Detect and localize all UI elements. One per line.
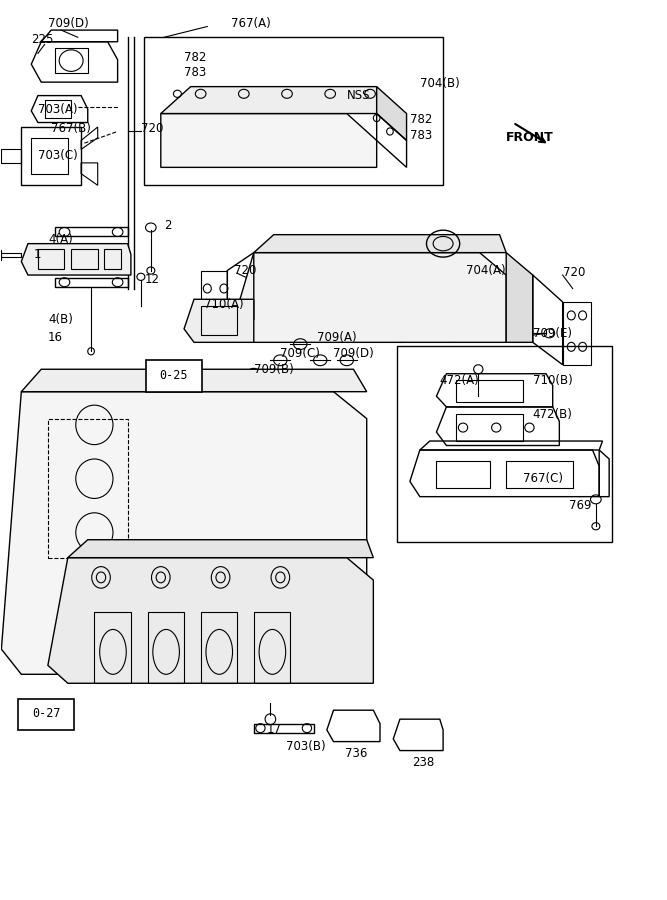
Text: 782: 782 [410, 113, 432, 126]
Text: 720: 720 [563, 266, 585, 279]
Text: 703(C): 703(C) [38, 149, 77, 162]
Text: 12: 12 [144, 273, 159, 286]
Text: 709(B): 709(B) [253, 363, 293, 376]
Bar [71, 249, 97, 269]
Text: 0-27: 0-27 [32, 707, 61, 720]
Text: 472(B): 472(B) [533, 408, 573, 420]
Text: 709(D): 709(D) [48, 17, 89, 31]
Polygon shape [184, 300, 253, 342]
FancyBboxPatch shape [145, 360, 202, 392]
Text: 709(C): 709(C) [280, 346, 320, 360]
Text: 225: 225 [31, 33, 53, 47]
Bar [506, 461, 573, 488]
Polygon shape [1, 392, 367, 674]
Bar [104, 249, 121, 269]
Bar [144, 37, 443, 185]
Polygon shape [21, 244, 131, 275]
Bar [31, 138, 68, 174]
Text: 1: 1 [33, 248, 41, 261]
Text: 767(B): 767(B) [51, 122, 91, 135]
Text: 736: 736 [345, 747, 367, 760]
Polygon shape [506, 253, 533, 342]
Text: FRONT: FRONT [506, 131, 554, 144]
Text: 703(A): 703(A) [38, 103, 77, 115]
Text: 767(C): 767(C) [523, 472, 563, 485]
Text: 720: 720 [234, 264, 256, 277]
Polygon shape [377, 86, 407, 140]
Text: 783: 783 [410, 130, 432, 142]
Bar [21, 127, 81, 185]
Text: 16: 16 [48, 331, 63, 345]
Text: 4(B): 4(B) [48, 313, 73, 327]
Text: 0-25: 0-25 [159, 369, 187, 382]
Bar [201, 611, 237, 683]
Text: 709(E): 709(E) [533, 327, 572, 340]
Bar [456, 380, 523, 401]
Text: 782: 782 [184, 50, 206, 64]
Polygon shape [253, 235, 506, 253]
Bar [94, 611, 131, 683]
Bar [456, 414, 523, 441]
Bar [147, 611, 184, 683]
Text: 710(A): 710(A) [204, 298, 243, 311]
Bar [45, 100, 71, 118]
Polygon shape [21, 369, 367, 392]
Bar [48, 418, 127, 558]
Bar [436, 461, 490, 488]
Text: 769: 769 [570, 500, 592, 512]
Text: 4(A): 4(A) [48, 233, 73, 246]
Polygon shape [48, 558, 374, 683]
Text: 767(A): 767(A) [231, 17, 270, 31]
Text: NSS: NSS [347, 89, 370, 102]
Polygon shape [68, 540, 374, 558]
Bar [253, 611, 290, 683]
Text: 704(A): 704(A) [466, 264, 506, 277]
Text: 783: 783 [184, 66, 206, 79]
Bar [201, 271, 227, 306]
Text: 709(D): 709(D) [334, 346, 374, 360]
FancyBboxPatch shape [18, 698, 75, 730]
Text: 720: 720 [141, 122, 163, 135]
Bar [55, 48, 88, 73]
Text: 704(B): 704(B) [420, 77, 460, 90]
Text: 710(B): 710(B) [533, 374, 572, 386]
Polygon shape [234, 253, 506, 342]
Text: 2: 2 [164, 220, 171, 232]
Bar [397, 346, 612, 542]
Text: 709(A): 709(A) [317, 331, 357, 345]
Text: 238: 238 [412, 756, 434, 769]
Bar [38, 249, 65, 269]
Bar [201, 306, 237, 335]
Text: 17: 17 [267, 724, 282, 736]
Text: 703(B): 703(B) [285, 740, 325, 752]
Text: 472(A): 472(A) [440, 374, 480, 386]
Bar [563, 302, 590, 365]
Polygon shape [161, 86, 377, 113]
Polygon shape [161, 113, 377, 167]
